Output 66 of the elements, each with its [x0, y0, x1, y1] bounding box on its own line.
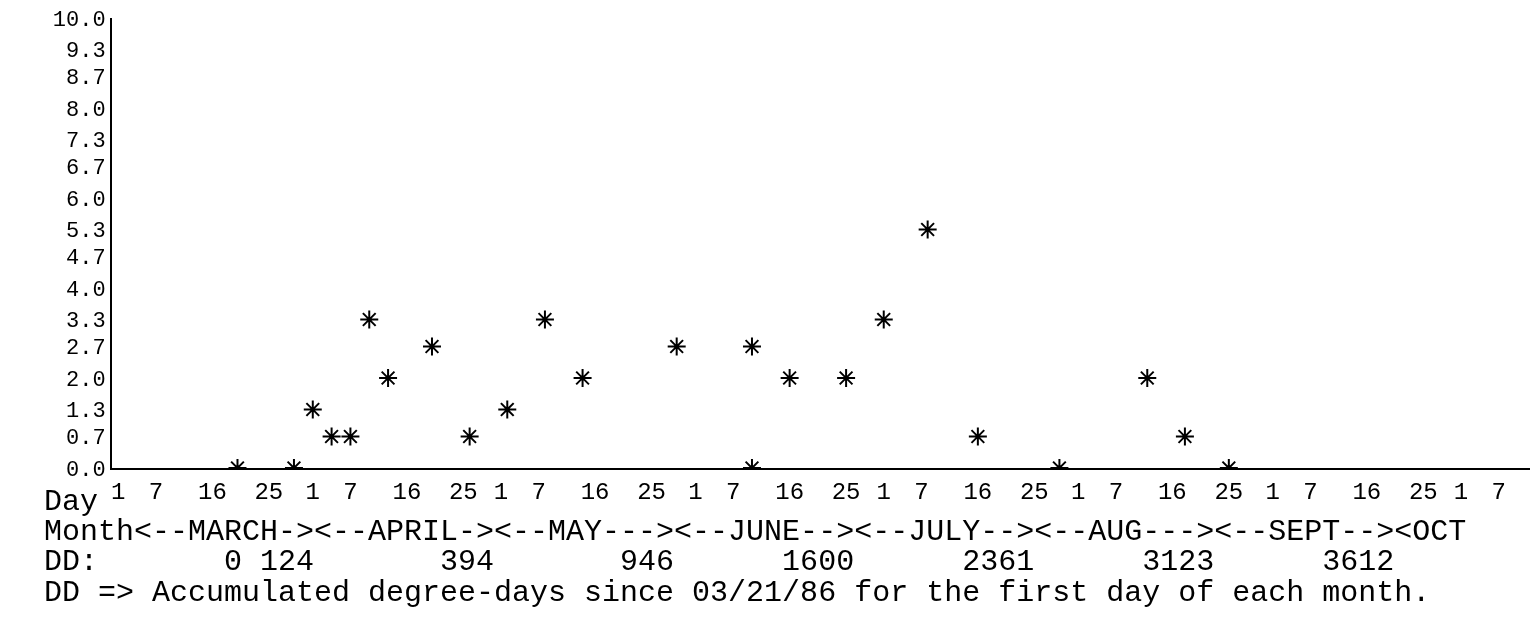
x-tick-label: 7	[914, 478, 929, 506]
point	[917, 219, 938, 240]
x-tick-label: 1	[1265, 478, 1280, 506]
x-tick-label: 1	[1071, 478, 1086, 506]
x-tick-label: 25	[637, 478, 666, 506]
x-tick-label: 25	[1408, 478, 1438, 506]
y-tick-label: 4.7	[65, 246, 106, 272]
x-tick-label: 16	[1352, 478, 1382, 506]
point	[359, 309, 380, 330]
y-tick-label: 10.0	[52, 7, 106, 33]
x-tick-label: 25	[1019, 478, 1049, 506]
x-tick-label: 7	[148, 478, 164, 506]
x-tick-label: 1	[305, 478, 320, 506]
x-tick-label: 7	[1108, 478, 1124, 506]
y-tick-label: 5.3	[65, 219, 106, 245]
point	[873, 309, 894, 330]
y-tick-label: 2.0	[65, 367, 106, 393]
x-tick-label: 1	[111, 478, 126, 506]
y-tick-label: 7.3	[65, 129, 106, 155]
x-tick-label: 7	[343, 478, 358, 506]
x-tick-label: 25	[448, 478, 478, 506]
y-tick-label: 0.7	[65, 426, 106, 452]
point	[340, 426, 361, 447]
x-tick-label: 7	[1491, 478, 1506, 506]
y-tick-label: 6.7	[65, 156, 106, 182]
point	[666, 336, 687, 357]
y-tick-label: 2.7	[65, 336, 106, 362]
point	[378, 368, 399, 388]
point	[836, 368, 857, 388]
x-tick-label: 1	[876, 478, 891, 506]
point	[321, 426, 342, 447]
x-tick-label: 7	[531, 478, 546, 506]
point	[1137, 368, 1158, 388]
point	[459, 426, 480, 447]
x-tick-label: 25	[831, 478, 861, 506]
point	[497, 399, 518, 420]
point	[421, 336, 442, 357]
x-tick-label: 16	[1157, 478, 1187, 506]
x-tick-label: 16	[197, 478, 227, 506]
y-tick-label: 4.0	[65, 277, 106, 303]
point	[302, 399, 323, 420]
point	[967, 426, 988, 447]
x-tick-label: 7	[725, 478, 741, 506]
x-tick-label: 16	[775, 478, 805, 506]
x-tick-label: 7	[1303, 478, 1318, 506]
y-tick-label: 8.7	[65, 66, 106, 92]
point	[534, 309, 555, 330]
x-tick-label: 25	[254, 478, 284, 506]
y-tick-label: 1.3	[65, 399, 106, 425]
point	[741, 336, 762, 357]
point	[779, 368, 800, 388]
x-tick-label: 25	[1214, 478, 1244, 506]
text: DD => Accumulated degree-days since 03/21/86 for the first day of each month.	[44, 576, 1431, 610]
x-tick-label: 16	[963, 478, 993, 506]
point	[572, 368, 593, 388]
x-tick-label: 16	[392, 478, 422, 506]
y-tick-label: 3.3	[65, 309, 106, 335]
x-tick-label: 16	[580, 478, 610, 506]
y-tick-label: 9.3	[65, 39, 106, 65]
x-tick-label: 1	[493, 478, 509, 506]
y-tick-label: 0.0	[65, 457, 106, 483]
x-tick-label: 1	[688, 478, 703, 506]
point	[1174, 426, 1195, 447]
x-tick-label: 1	[1453, 478, 1469, 506]
y-tick-label: 6.0	[65, 187, 106, 213]
y-tick-label: 8.0	[65, 97, 106, 123]
